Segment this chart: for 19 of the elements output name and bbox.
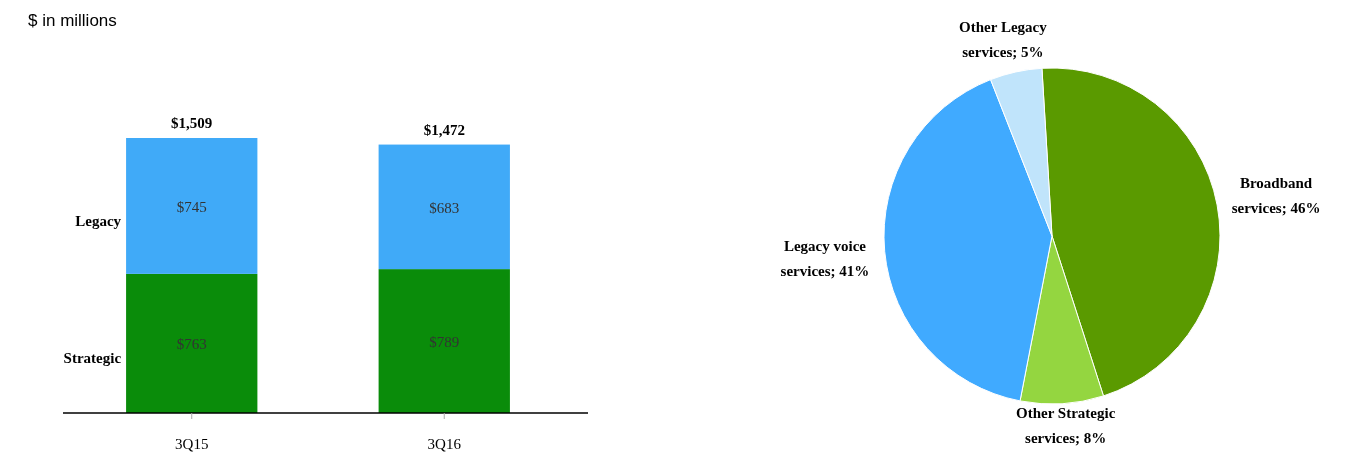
bar xyxy=(378,144,510,270)
slice-label: Broadband services; 46% xyxy=(1231,174,1321,216)
slice-label: Other Strategic services; 8% xyxy=(1016,405,1116,446)
total-label: $1,472 xyxy=(423,121,465,138)
data-label: $683 xyxy=(429,199,460,216)
x-tick-label: 3Q16 xyxy=(427,436,462,452)
bar xyxy=(378,269,510,413)
chart-subtitle: $ in millions xyxy=(28,11,117,30)
series-label: Legacy xyxy=(75,212,122,229)
total-label: $1,509 xyxy=(171,115,213,131)
x-tick-label: 3Q15 xyxy=(175,436,209,452)
slice-label: Other Legacy services; 5% xyxy=(959,19,1048,60)
bar xyxy=(126,138,258,274)
data-label: $763 xyxy=(176,336,207,353)
data-label: $745 xyxy=(176,198,207,215)
slice-label: Legacy voice services; 41% xyxy=(780,237,870,279)
series-label: Strategic xyxy=(63,350,122,367)
data-label: $789 xyxy=(429,334,460,351)
bar xyxy=(126,273,258,413)
